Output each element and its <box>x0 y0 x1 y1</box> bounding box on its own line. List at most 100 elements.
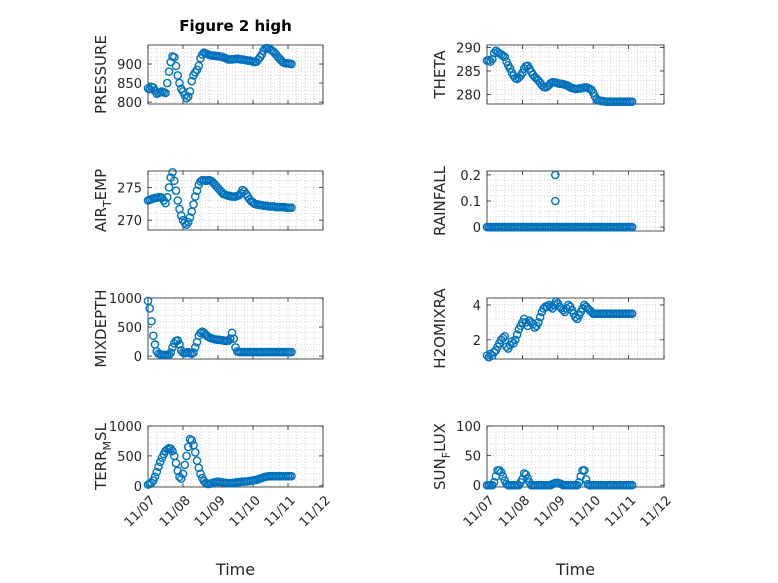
data-point <box>173 71 183 80</box>
y-tick-label: 900 <box>117 58 142 73</box>
data-point <box>180 460 190 470</box>
data-point <box>161 198 170 208</box>
y-tick-label: 275 <box>117 181 142 196</box>
y-tick-label: 280 <box>456 89 481 104</box>
data-point <box>154 462 163 471</box>
y-tick-label: 0.2 <box>460 169 481 184</box>
data-point <box>171 458 181 468</box>
data-point <box>147 316 156 326</box>
data-point <box>178 469 188 479</box>
data-point <box>187 76 197 86</box>
data-point <box>484 55 494 65</box>
data-point <box>580 466 589 475</box>
data-point <box>196 328 205 338</box>
data-point <box>183 442 193 452</box>
data-point <box>192 456 202 465</box>
y-axis-label: H2OMIXRA <box>431 288 449 369</box>
x-tick-label: 11/08 <box>496 493 533 530</box>
data-point <box>287 59 296 69</box>
axes-box <box>486 44 665 105</box>
data-point <box>166 348 176 357</box>
panel-h2omixra: 2 4 H2OMIXRA <box>431 288 665 369</box>
data-point <box>512 330 522 339</box>
data-point <box>627 309 637 318</box>
y-tick-label: 850 <box>117 77 142 92</box>
data-point <box>175 78 184 88</box>
data-point <box>627 480 637 490</box>
panel-rainfall: 0 0.1 0.2 RAINFALL <box>431 165 665 236</box>
y-tick-label: 0 <box>473 479 481 494</box>
x-tick-label: 11/09 <box>192 493 229 530</box>
y-tick-label: 1000 <box>109 420 142 435</box>
data-point <box>175 340 184 349</box>
data-point <box>183 92 193 101</box>
y-tick-label: 800 <box>117 96 142 111</box>
y-tick-label: 0 <box>134 480 142 495</box>
data-point <box>627 222 637 232</box>
data-point <box>287 347 296 357</box>
data-point <box>551 196 560 206</box>
y-tick-label: 100 <box>456 420 481 435</box>
y-axis-label: MIXDEPTH <box>92 289 110 367</box>
x-tick-label: 11/11 <box>602 493 639 530</box>
data-point <box>523 473 533 483</box>
x-axis-label: Time <box>555 560 595 579</box>
data-point <box>190 343 200 352</box>
data-point <box>518 68 527 78</box>
data-point <box>627 97 637 106</box>
panel-pressure: 800 850 900 PRESSURE Figure 2 high <box>92 17 324 114</box>
y-tick-label: 290 <box>456 41 481 56</box>
data-point <box>148 331 158 341</box>
y-tick-label: 500 <box>117 321 142 336</box>
y-tick-label: 270 <box>117 214 142 229</box>
data-point <box>164 350 174 360</box>
data-point <box>229 334 239 343</box>
data-point <box>187 436 197 445</box>
y-tick-label: 0 <box>473 221 481 236</box>
data-point <box>225 334 235 343</box>
data-point <box>143 296 153 306</box>
data-point <box>189 348 198 357</box>
data-point <box>489 477 499 487</box>
x-tick-label: 11/12 <box>638 493 675 530</box>
data-point <box>161 88 170 98</box>
data-point <box>500 52 510 62</box>
data-point <box>150 472 160 482</box>
data-point <box>176 474 186 483</box>
data-point <box>511 335 520 345</box>
panel-theta: 280 285 290 THETA <box>431 41 665 106</box>
y-axis-label: SUNFLUX <box>431 423 453 490</box>
data-point <box>496 467 506 477</box>
data-point <box>189 200 198 209</box>
x-tick-label: 11/11 <box>262 493 299 530</box>
data-point <box>164 183 174 192</box>
data-point <box>171 186 181 195</box>
data-point <box>224 336 233 346</box>
axes-box <box>147 425 324 488</box>
x-tick-label: 11/07 <box>461 493 498 530</box>
data-point <box>534 318 543 327</box>
x-axis-label: Time <box>215 560 255 579</box>
data-point <box>162 192 172 202</box>
data-point <box>173 336 183 345</box>
axes-box <box>147 297 324 360</box>
data-point <box>535 312 545 322</box>
y-tick-label: 2 <box>473 334 481 349</box>
y-tick-label: 285 <box>456 65 481 80</box>
x-tick-label: 11/09 <box>532 493 569 530</box>
data-point <box>227 328 237 338</box>
y-axis-label: TERRMSL <box>92 422 114 491</box>
x-tick-label: 11/10 <box>227 493 264 530</box>
data-point <box>185 213 195 222</box>
data-point <box>180 218 190 228</box>
data-point <box>169 176 179 186</box>
data-point <box>162 78 172 88</box>
data-point <box>192 186 202 195</box>
data-point <box>182 93 191 103</box>
data-point <box>498 472 508 481</box>
data-point <box>183 217 193 227</box>
